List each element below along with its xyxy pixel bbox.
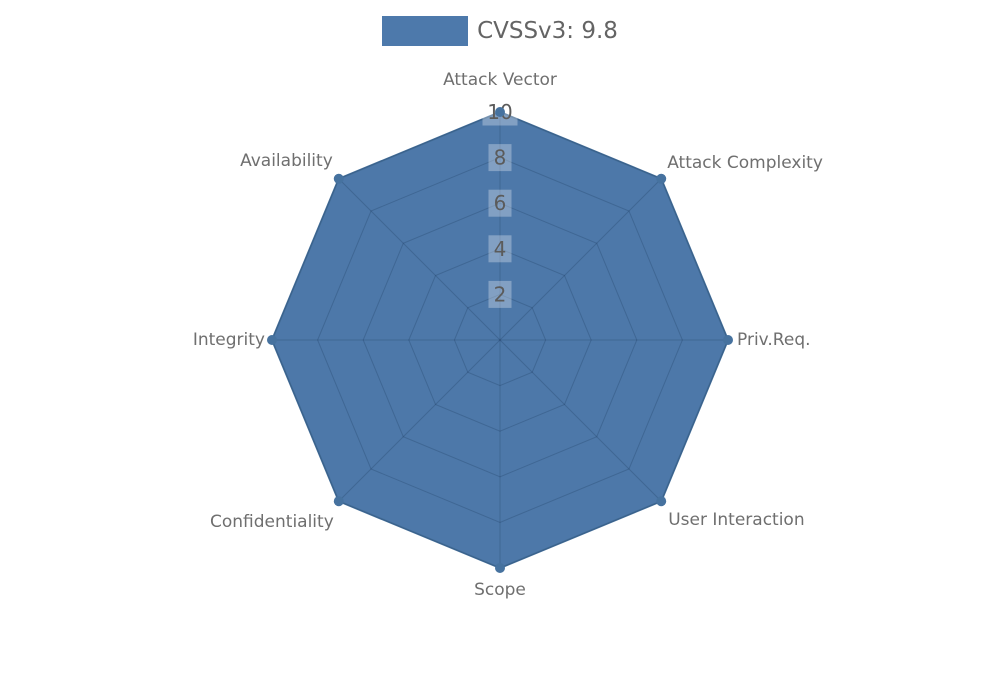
grid-ring: [453, 293, 547, 387]
grid-ring: [317, 157, 683, 523]
legend-swatch: [382, 16, 469, 46]
tick-backdrop: [488, 144, 512, 172]
data-point: [495, 107, 505, 117]
tick-backdrop: [488, 235, 512, 263]
data-point: [656, 173, 667, 184]
tick-label: 8: [494, 146, 507, 170]
axis-label-availability: Availability: [240, 151, 333, 171]
axis-label-attack-vector: Attack Vector: [443, 70, 557, 90]
data-point: [495, 563, 505, 573]
tick-label: 6: [494, 191, 507, 215]
tick-label: 4: [494, 237, 507, 261]
grid-ring: [362, 202, 638, 478]
tick-backdrop: [488, 189, 512, 217]
axis-spoke: [338, 339, 501, 502]
data-point: [333, 496, 344, 507]
tick-backdrop: [488, 280, 512, 308]
axis-label-user-interaction: User Interaction: [668, 510, 804, 530]
grid-ring: [408, 248, 592, 432]
axis-label-attack-complexity: Attack Complexity: [667, 153, 823, 173]
axis-label-confidentiality: Confidentiality: [210, 512, 334, 532]
data-point: [267, 335, 277, 345]
data-point: [333, 173, 344, 184]
legend-label: CVSSv3: 9.8: [477, 18, 618, 44]
axis-spoke: [499, 178, 662, 341]
axis-label-priv-req: Priv.Req.: [737, 330, 811, 350]
legend-item[interactable]: CVSSv3: 9.8: [0, 16, 1000, 46]
axis-spoke: [499, 339, 662, 502]
axis-spoke: [338, 178, 501, 341]
tick-label: 2: [494, 282, 507, 306]
data-point: [656, 496, 667, 507]
data-point: [723, 335, 733, 345]
axis-label-scope: Scope: [474, 580, 526, 600]
axis-label-integrity: Integrity: [193, 330, 265, 350]
